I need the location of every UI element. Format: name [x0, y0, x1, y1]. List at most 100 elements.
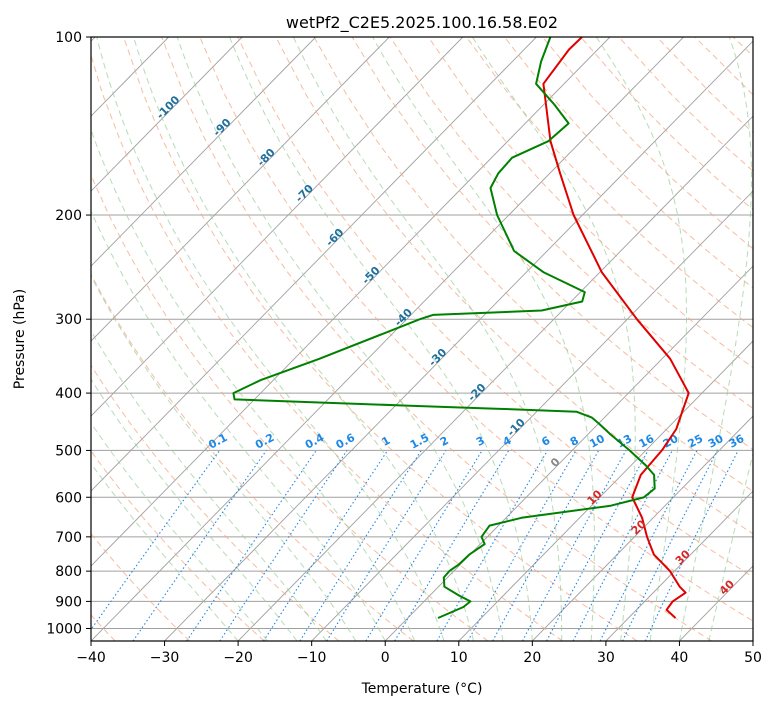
y-tick-label: 400 — [55, 386, 82, 402]
dry-adiabat — [123, 37, 638, 641]
dry-adiabat — [237, 37, 753, 578]
dry-adiabat — [580, 37, 753, 211]
mixing-ratio-label: 10 — [587, 432, 607, 451]
y-tick-label: 300 — [55, 312, 82, 328]
mixing-ratio-label: 36 — [727, 432, 747, 451]
moist-adiabat — [91, 329, 327, 641]
dry-adiabat — [427, 37, 753, 369]
mixing-ratio-label: 25 — [686, 432, 706, 451]
y-axis-label: Pressure (hPa) — [12, 289, 28, 389]
isotherm-line — [384, 265, 753, 641]
mixing-ratio-label: 2 — [438, 434, 451, 449]
isotherm-line — [91, 37, 464, 417]
moist-adiabat — [708, 451, 753, 641]
y-tick-label: 800 — [55, 564, 82, 580]
x-tick-label: −20 — [223, 650, 253, 666]
y-tick-label: 600 — [55, 490, 82, 506]
isotherm-line — [752, 640, 753, 641]
x-tick-label: −40 — [76, 650, 106, 666]
mixing-ratio-line — [572, 450, 673, 641]
dry-adiabat — [694, 37, 753, 96]
y-tick-label: 200 — [55, 208, 82, 224]
mixing-ratio-line — [326, 450, 447, 641]
y-tick-label: 500 — [55, 443, 82, 459]
y-tick-label: 900 — [55, 594, 82, 610]
mixing-ratio-line — [186, 450, 317, 641]
temperature-profile-line — [542, 37, 690, 619]
x-tick-label: 20 — [523, 650, 541, 666]
dry-adiabat — [465, 37, 753, 329]
isotherm-label: -30 — [426, 346, 449, 369]
moist-adiabat — [91, 378, 298, 641]
moist-adiabat — [91, 422, 268, 641]
dry-adiabat — [313, 37, 753, 492]
isotherm-line — [91, 37, 390, 342]
isotherm-label: 40 — [717, 577, 737, 597]
plot-frame — [90, 36, 754, 642]
mixing-ratio-label: 1.5 — [408, 431, 431, 452]
dry-adiabat — [199, 37, 753, 622]
x-axis-ticks: −40 −30 −20 −10 0 10 20 30 40 50 — [76, 641, 762, 666]
dry-adiabat — [389, 37, 753, 410]
dry-adiabat — [91, 173, 489, 641]
x-tick-label: 10 — [450, 650, 468, 666]
moist-adiabat — [176, 37, 504, 641]
moist-adiabat — [678, 37, 752, 641]
mixing-ratio-label: 6 — [539, 434, 552, 449]
moist-adiabat — [91, 128, 416, 641]
mixing-ratio-line — [91, 450, 221, 631]
moist-adiabat — [133, 37, 474, 641]
mixing-ratio-line — [546, 450, 649, 641]
isotherm-label: -40 — [392, 306, 415, 329]
x-tick-label: 40 — [671, 650, 689, 666]
mixing-ratio-line — [132, 450, 267, 641]
mixing-ratio-label: 8 — [568, 434, 581, 449]
dry-adiabat — [732, 37, 753, 57]
isotherm-line — [532, 415, 753, 641]
x-tick-label: 30 — [597, 650, 615, 666]
isotherm-label: -60 — [323, 226, 346, 249]
isotherm-label: 10 — [585, 487, 605, 507]
isotherm-label: -50 — [359, 264, 382, 287]
x-tick-label: −10 — [297, 650, 327, 666]
mixing-ratio-line — [599, 450, 698, 641]
dry-adiabat — [91, 53, 563, 641]
moist-adiabat — [91, 209, 386, 641]
mixing-ratio-line — [263, 450, 389, 641]
isotherm-label: 30 — [673, 547, 693, 567]
isotherm-line — [91, 37, 684, 641]
dry-adiabat — [771, 37, 775, 641]
dry-adiabat — [91, 364, 340, 641]
dry-adiabat — [91, 532, 191, 641]
moist-adiabat — [471, 37, 636, 641]
mixing-ratio-label: 30 — [706, 432, 726, 451]
mixing-ratio-line — [299, 450, 422, 641]
mixing-ratio-line — [622, 450, 718, 641]
mixing-ratio-line — [522, 450, 627, 641]
mixing-ratio-label: 3 — [474, 434, 487, 449]
dry-adiabat — [351, 37, 753, 451]
isotherm-label: -90 — [210, 116, 233, 139]
mixing-ratio-label: 0.1 — [206, 431, 229, 452]
dewpoint-profile-line — [232, 37, 656, 619]
isotherm-line — [605, 490, 753, 641]
mixing-ratio-line — [365, 450, 483, 641]
isotherm-label: -70 — [293, 182, 316, 205]
mixing-ratio-line — [467, 450, 577, 641]
mixing-ratio-line — [219, 450, 348, 641]
dry-adiabat — [275, 37, 753, 535]
moist-adiabat — [96, 37, 445, 641]
profiles — [232, 37, 690, 619]
moist-adiabat — [229, 37, 533, 641]
y-tick-label: 1000 — [46, 621, 82, 637]
y-tick-label: 700 — [55, 530, 82, 546]
mixing-ratio-line — [436, 450, 548, 641]
x-tick-label: −30 — [150, 650, 180, 666]
background-lines — [91, 37, 775, 641]
isotherm-line — [91, 37, 537, 492]
isotherm-label: -80 — [255, 146, 278, 169]
y-axis-ticks: 100 200 300 400 500 600 700 800 900 1000 — [46, 30, 91, 637]
x-tick-label: 50 — [744, 650, 762, 666]
isotherm-line — [91, 37, 243, 192]
